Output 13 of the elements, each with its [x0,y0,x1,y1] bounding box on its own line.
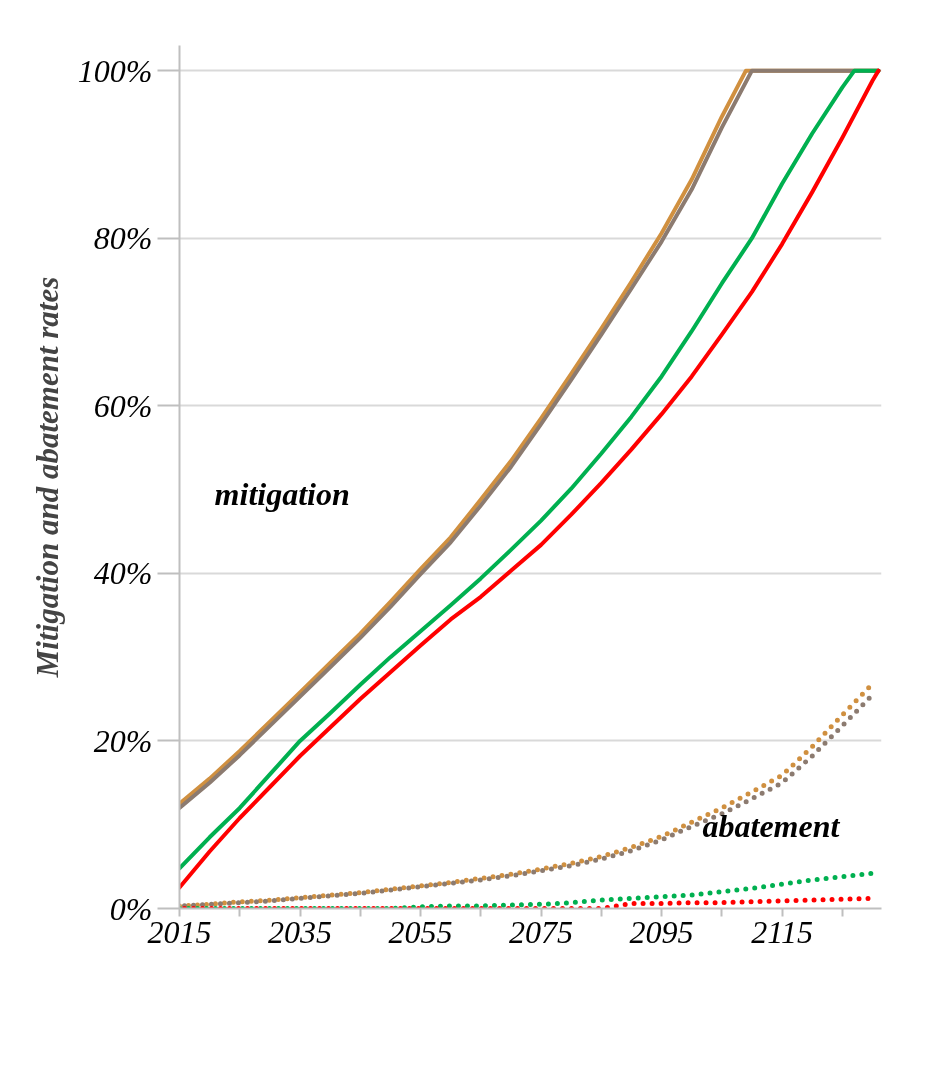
y-tick-label: 20% [93,722,153,759]
y-axis-title: Mitigation and abatement rates [29,276,65,679]
x-tick-label: 2055 [388,913,453,950]
y-tick-label: 80% [93,220,153,257]
x-tick-label: 2095 [629,913,694,950]
y-tick-label: 100% [77,52,153,89]
annotation: mitigation [214,475,350,512]
annotation: abatement [702,807,841,844]
x-tick-label: 2035 [268,913,333,950]
x-tick-label: 2115 [751,913,813,950]
x-tick-label: 2075 [509,913,574,950]
y-tick-label: 60% [93,387,153,424]
y-tick-label: 40% [93,555,153,592]
